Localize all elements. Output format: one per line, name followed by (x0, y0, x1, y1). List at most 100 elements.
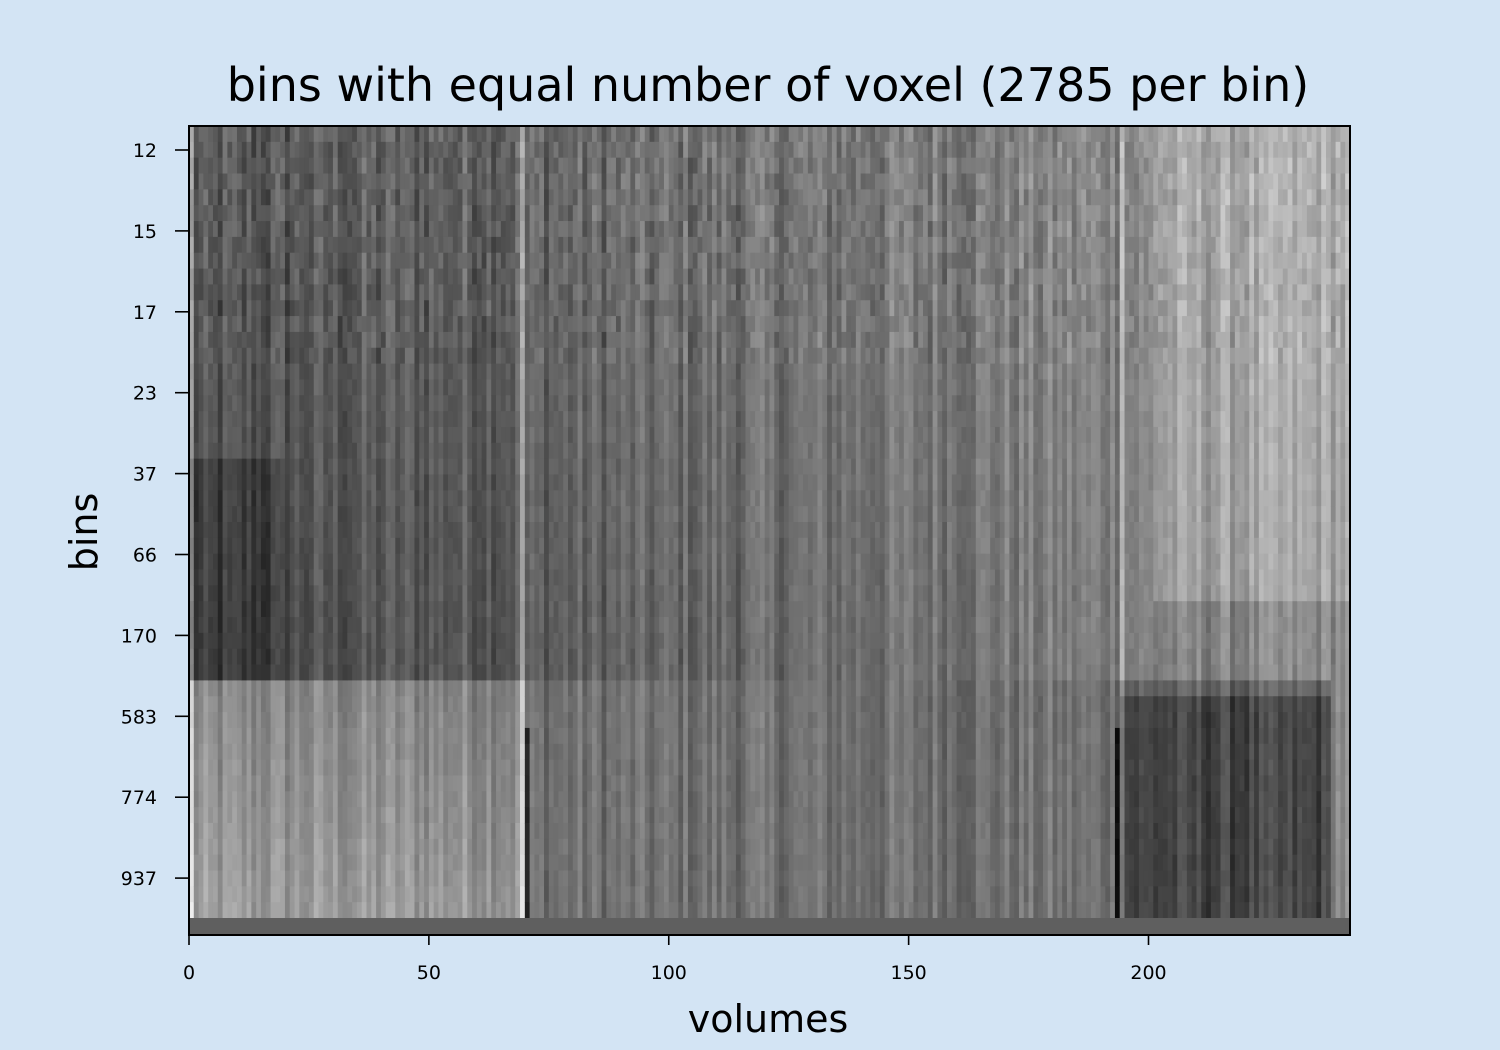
heatmap-cell (572, 775, 578, 792)
heatmap-cell (663, 458, 670, 475)
heatmap-cell (193, 727, 199, 745)
heatmap-cell (630, 411, 636, 428)
heatmap-cell (472, 759, 478, 776)
heatmap-cell (486, 347, 492, 364)
heatmap-cell (227, 506, 233, 523)
heatmap-cell (400, 331, 406, 349)
heatmap-cell (452, 648, 459, 665)
heatmap-cell (635, 569, 641, 586)
heatmap-cell (275, 252, 281, 269)
heatmap-cell (409, 189, 415, 206)
heatmap-cell (328, 268, 334, 285)
heatmap-cell (529, 680, 535, 697)
heatmap-cell (577, 157, 583, 174)
heatmap-cell (663, 664, 670, 681)
heatmap-cell (400, 791, 406, 808)
heatmap-cell (232, 712, 238, 729)
heatmap-cell (189, 236, 195, 254)
heatmap-cell (457, 680, 463, 697)
heatmap-cell (553, 363, 559, 380)
heatmap-cell (572, 854, 578, 871)
heatmap-cell (414, 902, 420, 919)
heatmap-cell (663, 126, 670, 143)
heatmap-cell (356, 886, 363, 903)
heatmap-cell (500, 886, 507, 903)
heatmap-cell (639, 585, 646, 602)
heatmap-cell (649, 743, 655, 760)
heatmap-cell (395, 617, 401, 634)
heatmap-cell (342, 363, 348, 380)
heatmap-cell (275, 838, 281, 856)
heatmap-cell (414, 759, 420, 776)
heatmap-cell (611, 173, 617, 190)
heatmap-cell (568, 300, 574, 317)
heatmap-cell (615, 474, 622, 491)
heatmap-cell (534, 775, 540, 792)
heatmap-cell (568, 632, 574, 650)
heatmap-cell (236, 474, 243, 491)
heatmap-cell (596, 822, 602, 840)
heatmap-cell (385, 902, 391, 919)
heatmap-cell (208, 664, 214, 681)
heatmap-cell (299, 759, 305, 776)
heatmap-cell (462, 537, 468, 555)
heatmap-cell (659, 791, 665, 808)
heatmap-cell (452, 379, 459, 396)
heatmap-cell (260, 284, 267, 301)
heatmap-cell (376, 300, 382, 317)
heatmap-cell (380, 347, 387, 364)
heatmap-cell (635, 268, 641, 285)
heatmap-cell (601, 506, 607, 523)
heatmap-cell (371, 189, 377, 206)
heatmap-cell (217, 743, 223, 760)
heatmap-cell (496, 490, 502, 507)
heatmap-cell (313, 252, 319, 269)
heatmap-cell (644, 522, 650, 539)
heatmap-cell (438, 759, 444, 776)
heatmap-cell (318, 743, 324, 760)
heatmap-cell (577, 284, 583, 301)
heatmap-cell (424, 632, 430, 650)
heatmap-cell (428, 807, 435, 824)
heatmap-cell (227, 854, 233, 871)
heatmap-cell (548, 902, 555, 919)
heatmap-cell (496, 569, 502, 586)
heatmap-cell (452, 537, 459, 555)
heatmap-cell (433, 347, 439, 364)
heatmap-cell (366, 442, 372, 460)
heatmap-cell (347, 252, 353, 269)
heatmap-cell (486, 331, 492, 349)
heatmap-cell (433, 775, 439, 792)
heatmap-cell (342, 205, 348, 222)
heatmap-cell (390, 712, 396, 729)
heatmap-cell (232, 664, 238, 681)
heatmap-cell (366, 664, 372, 681)
heatmap-cell (385, 331, 391, 349)
heatmap-cell (241, 316, 247, 333)
heatmap-cell (630, 743, 636, 760)
heatmap-cell (256, 522, 262, 539)
heatmap-cell (294, 870, 300, 887)
heatmap-cell (356, 601, 363, 618)
heatmap-cell (203, 791, 209, 808)
heatmap-cell (534, 126, 540, 143)
heatmap-cell (476, 553, 483, 570)
heatmap-cell (462, 268, 468, 285)
heatmap-cell (376, 553, 382, 570)
heatmap-cell (342, 347, 348, 364)
heatmap-cell (275, 712, 281, 729)
heatmap-cell (390, 585, 396, 602)
heatmap-cell (577, 854, 583, 871)
heatmap-cell (299, 490, 305, 507)
heatmap-cell (424, 696, 430, 713)
heatmap-cell (587, 316, 593, 333)
heatmap-cell (510, 426, 516, 444)
heatmap-cell (409, 601, 415, 618)
heatmap-cell (433, 442, 439, 460)
heatmap-cell (280, 173, 286, 190)
heatmap-cell (395, 648, 401, 665)
heatmap-cell (308, 743, 315, 760)
heatmap-cell (496, 252, 502, 269)
heatmap-cell (467, 316, 473, 333)
heatmap-cell (611, 189, 617, 206)
